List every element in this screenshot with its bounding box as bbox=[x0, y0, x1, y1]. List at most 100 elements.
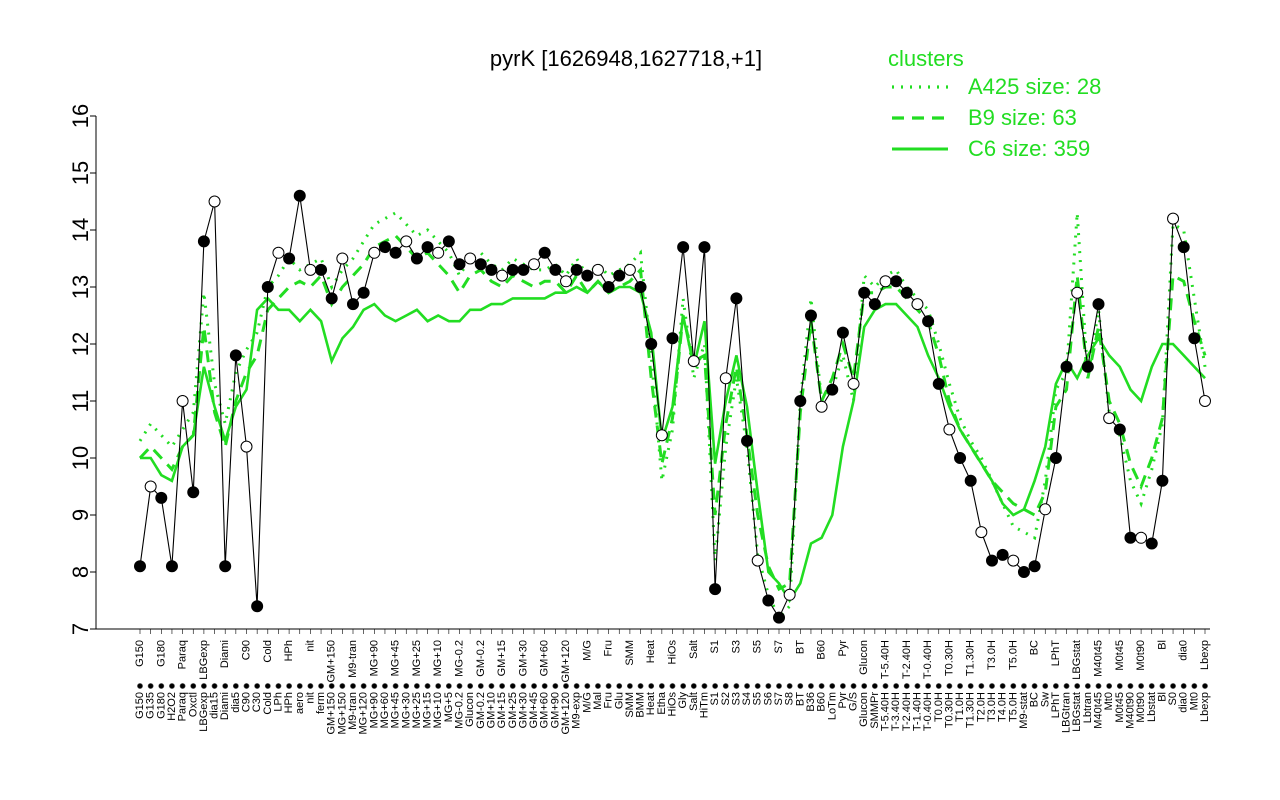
x-tick-label: Diami bbox=[219, 692, 231, 720]
x-rug-mark bbox=[616, 683, 623, 689]
data-point bbox=[229, 349, 242, 362]
x-rug-mark bbox=[584, 683, 591, 689]
data-point bbox=[176, 395, 189, 407]
x-tick-label: Heat bbox=[645, 692, 657, 715]
x-tick-label: B60 bbox=[816, 640, 828, 660]
x-rug-mark bbox=[445, 683, 452, 689]
x-rug-mark bbox=[200, 683, 207, 689]
x-tick-label: Salt bbox=[688, 640, 700, 659]
x-tick-label: Etha bbox=[656, 691, 668, 715]
x-rug-mark bbox=[360, 683, 367, 689]
data-point bbox=[208, 195, 221, 208]
x-tick-label: GM+45 bbox=[528, 692, 540, 728]
x-rug-mark bbox=[797, 683, 804, 689]
x-tick-label: Salt bbox=[688, 692, 700, 711]
x-tick-label: M40t90 bbox=[1124, 692, 1136, 729]
x-tick-label: MG+25 bbox=[411, 692, 423, 728]
legend-entry: B9 size: 63 bbox=[968, 105, 1077, 130]
x-tick-label: MG+30 bbox=[400, 692, 412, 728]
x-rug-mark bbox=[648, 683, 655, 689]
x-rug-mark bbox=[286, 683, 292, 689]
x-tick-label: T1.0H bbox=[954, 692, 966, 722]
x-rug-mark bbox=[627, 683, 633, 689]
x-tick-label: T-3.40H bbox=[890, 692, 902, 731]
y-tick-label: 9 bbox=[68, 509, 93, 521]
x-tick-label: S5 bbox=[752, 640, 764, 653]
x-tick-label: MG+60 bbox=[379, 692, 391, 728]
x-rug-mark bbox=[158, 683, 165, 689]
x-rug-mark bbox=[456, 683, 463, 689]
x-rug-mark bbox=[1148, 683, 1155, 689]
x-tick-label: S2 bbox=[720, 692, 732, 705]
points-layer bbox=[134, 189, 1211, 624]
x-rug-mark bbox=[371, 683, 378, 689]
data-point bbox=[165, 560, 178, 573]
x-rug-mark bbox=[275, 683, 282, 689]
data-point bbox=[464, 252, 477, 265]
data-point bbox=[879, 275, 892, 288]
x-rug-mark bbox=[1127, 683, 1134, 689]
x-tick-label: S7 bbox=[773, 692, 785, 705]
series-line-solid bbox=[140, 279, 1206, 603]
x-rug-mark bbox=[722, 683, 729, 689]
x-tick-label: GM+15 bbox=[496, 692, 508, 728]
x-tick-label: G180 bbox=[155, 692, 167, 719]
y-tick-label: 14 bbox=[68, 218, 93, 242]
x-tick-label: SMM bbox=[624, 640, 636, 666]
data-point bbox=[453, 258, 466, 271]
x-rug-mark bbox=[808, 683, 814, 689]
x-tick-label: MG+90 bbox=[368, 692, 380, 728]
data-point bbox=[890, 275, 903, 288]
x-tick-label: T-5.40H bbox=[880, 640, 892, 679]
data-point bbox=[325, 292, 338, 305]
x-tick-label: MG+10 bbox=[432, 692, 444, 728]
x-tick-label: G150 bbox=[134, 692, 146, 719]
x-rug-mark bbox=[829, 683, 836, 689]
data-point bbox=[964, 474, 977, 487]
data-point bbox=[1028, 560, 1041, 573]
x-tick-label: M0t45 bbox=[1114, 692, 1126, 723]
x-tick-label: Lbstat bbox=[1146, 692, 1158, 722]
data-point bbox=[485, 263, 498, 276]
data-point bbox=[347, 298, 359, 311]
x-rug-mark bbox=[147, 683, 154, 689]
x-rug-mark bbox=[1010, 683, 1017, 689]
data-point bbox=[900, 286, 913, 299]
data-point bbox=[1199, 395, 1211, 407]
x-tick-label: M/G bbox=[581, 640, 593, 661]
data-point bbox=[1017, 566, 1030, 578]
x-tick-label: BT bbox=[794, 692, 806, 706]
x-tick-label: Heat bbox=[645, 640, 657, 663]
x-rug-mark bbox=[179, 683, 186, 689]
x-tick-label: B36 bbox=[805, 692, 817, 712]
x-tick-label: S5 bbox=[752, 692, 764, 705]
x-tick-label: T4.0H bbox=[997, 692, 1009, 722]
x-tick-label: S1 bbox=[709, 640, 721, 653]
x-rug-mark bbox=[328, 683, 335, 689]
x-tick-label: C90 bbox=[241, 692, 253, 712]
y-tick-label: 10 bbox=[68, 446, 93, 470]
x-tick-label: S3 bbox=[730, 692, 742, 705]
data-point bbox=[836, 326, 849, 339]
plot-frame bbox=[95, 116, 1210, 630]
x-tick-label: Glucon bbox=[858, 640, 870, 675]
data-point bbox=[1060, 360, 1073, 373]
x-tick-label: Fru bbox=[603, 640, 615, 657]
data-point bbox=[1103, 412, 1116, 425]
x-tick-label: Mt0 bbox=[1103, 692, 1115, 710]
x-tick-label: M0t90 bbox=[1135, 640, 1147, 671]
data-point bbox=[1145, 537, 1158, 550]
x-tick-label: T2.0H bbox=[975, 692, 987, 722]
y-tick-label: 11 bbox=[68, 390, 93, 413]
x-rug-mark bbox=[690, 683, 697, 689]
x-tick-label: nit bbox=[304, 640, 316, 652]
x-rug-mark bbox=[925, 683, 931, 689]
x-tick-label: Glu bbox=[613, 692, 625, 709]
x-rug-mark bbox=[658, 683, 665, 689]
data-point bbox=[474, 258, 487, 271]
x-rug-mark bbox=[531, 683, 537, 689]
data-point bbox=[645, 338, 658, 350]
data-point bbox=[134, 560, 146, 573]
x-tick-label: M0t90 bbox=[1135, 692, 1147, 723]
chart-title: pyrK [1626948,1627718,+1] bbox=[490, 46, 762, 71]
